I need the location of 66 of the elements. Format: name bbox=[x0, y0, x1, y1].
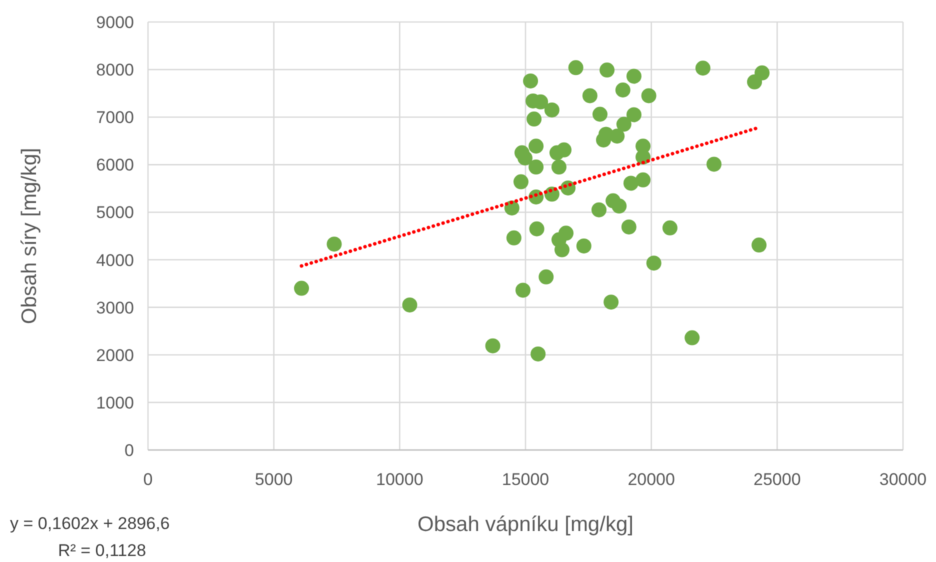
point bbox=[402, 297, 418, 312]
point bbox=[576, 238, 592, 254]
point bbox=[592, 106, 608, 122]
point bbox=[529, 221, 544, 236]
y-tick-label: 2000 bbox=[96, 346, 134, 365]
point bbox=[591, 202, 606, 218]
point bbox=[528, 138, 544, 154]
point bbox=[612, 198, 627, 214]
point bbox=[615, 82, 630, 98]
point bbox=[556, 142, 572, 158]
point bbox=[513, 174, 528, 190]
point bbox=[326, 236, 342, 252]
y-tick-label: 5000 bbox=[96, 203, 134, 222]
x-axis-title: Obsah vápníku [mg/kg] bbox=[418, 513, 634, 536]
point bbox=[641, 88, 656, 104]
point bbox=[616, 116, 632, 132]
point bbox=[610, 128, 625, 144]
y-tick-label: 3000 bbox=[96, 298, 134, 318]
point bbox=[544, 102, 560, 118]
text: y = 0,1602x + 2896,6 bbox=[10, 514, 170, 533]
y-tick-label: 4000 bbox=[96, 250, 134, 270]
point bbox=[600, 62, 615, 78]
y-tick-label: 8000 bbox=[96, 60, 134, 80]
point bbox=[517, 150, 532, 166]
point bbox=[596, 132, 612, 148]
point bbox=[515, 282, 530, 298]
point bbox=[558, 226, 574, 241]
x-tick-label: 30000 bbox=[879, 470, 927, 489]
y-tick-label: 1000 bbox=[96, 393, 134, 412]
y-tick-label: 7000 bbox=[96, 108, 134, 128]
point bbox=[623, 176, 638, 191]
text: R² = 0,1128 bbox=[58, 541, 146, 560]
point bbox=[506, 230, 522, 246]
point bbox=[684, 330, 700, 346]
x-tick-label: 15000 bbox=[502, 470, 550, 489]
point bbox=[621, 219, 636, 234]
point bbox=[582, 88, 598, 104]
point bbox=[523, 73, 538, 88]
point bbox=[636, 172, 651, 188]
point bbox=[626, 107, 642, 122]
point bbox=[695, 60, 710, 76]
point bbox=[554, 242, 570, 258]
point bbox=[551, 160, 566, 175]
point bbox=[485, 338, 500, 354]
point bbox=[604, 294, 619, 310]
point bbox=[662, 220, 678, 236]
point bbox=[626, 68, 642, 84]
point bbox=[530, 346, 546, 362]
y-tick-label: 9000 bbox=[96, 13, 134, 32]
y-axis-title: Obsah síry [mg/kg] bbox=[18, 148, 41, 324]
y-tick-label: 0 bbox=[124, 441, 134, 460]
y-tick-label: 6000 bbox=[96, 156, 134, 175]
point bbox=[294, 280, 310, 296]
x-tick-label: 25000 bbox=[754, 470, 801, 489]
point bbox=[568, 60, 584, 76]
point bbox=[526, 112, 542, 127]
point bbox=[646, 256, 662, 271]
x-tick-label: 20000 bbox=[628, 470, 675, 489]
point bbox=[528, 160, 544, 175]
x-tick-label: 5000 bbox=[254, 470, 293, 489]
point bbox=[754, 65, 770, 80]
point bbox=[706, 156, 722, 172]
point bbox=[538, 269, 554, 284]
x-tick-label: 0 bbox=[143, 470, 153, 489]
x-tick-label: 10000 bbox=[376, 470, 424, 489]
point bbox=[752, 238, 767, 253]
